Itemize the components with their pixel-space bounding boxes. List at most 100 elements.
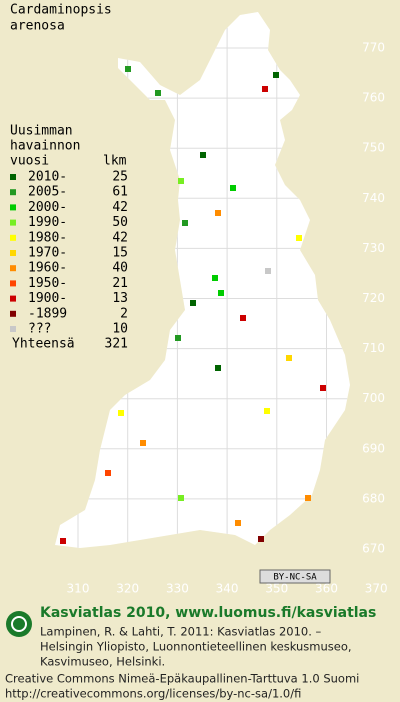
legend-count: 61 (112, 185, 128, 200)
y-tick-label: 740 (362, 191, 385, 205)
legend-swatch (10, 326, 16, 332)
legend: 2010- 25 2005- 61 2000- 42 1990- 50 1980- 42 1970-… (10, 170, 128, 352)
legend-count: 42 (112, 230, 128, 245)
y-tick-label: 690 (362, 441, 385, 455)
record-squares (60, 66, 326, 544)
x-tick-label: 340 (216, 582, 239, 596)
legend-swatch (10, 310, 16, 317)
legend-count: 21 (112, 276, 128, 291)
legend-swatch (10, 174, 16, 180)
legend-label: 2010- (28, 170, 67, 185)
legend-count: 15 (112, 246, 128, 261)
record-square (190, 300, 196, 306)
y-tick-label: 680 (362, 491, 385, 505)
record-square (200, 152, 206, 158)
y-tick-label: 730 (362, 241, 385, 255)
record-square (320, 385, 326, 391)
legend-label: 1950- (28, 276, 67, 291)
record-square (212, 275, 218, 281)
legend-label: 2000- (28, 200, 67, 215)
record-square (178, 495, 184, 501)
legend-count-heading: lkm (103, 154, 127, 169)
record-square (273, 72, 279, 78)
x-tick-label: 370 (365, 582, 388, 596)
legend-total-label: Yhteensä (12, 337, 75, 352)
legend-count: 2 (120, 306, 128, 321)
license-badge-text: BY-NC-SA (273, 573, 317, 583)
record-square (240, 315, 246, 321)
legend-heading: havainnon (10, 139, 80, 154)
species-title: arenosa (10, 19, 65, 34)
legend-swatch (10, 265, 16, 272)
record-square (258, 536, 264, 542)
logo-spiral-inner (11, 616, 27, 632)
legend-label: 1960- (28, 261, 67, 276)
record-square (296, 235, 302, 241)
legend-count: 13 (112, 291, 128, 306)
y-tick-label: 760 (362, 91, 385, 105)
record-square (264, 408, 270, 414)
legend-label: 2005- (28, 185, 67, 200)
record-square (230, 185, 236, 191)
record-square (105, 470, 111, 476)
x-tick-label: 360 (315, 582, 338, 596)
y-tick-label: 710 (362, 341, 385, 355)
logo-spiral (6, 611, 32, 637)
record-square (60, 538, 66, 544)
citation: Kasvimuseo, Helsinki. (40, 655, 165, 669)
logo (6, 611, 32, 637)
species-title: Cardaminopsis (10, 3, 112, 18)
y-tick-label: 770 (362, 41, 385, 55)
record-square (305, 495, 311, 501)
record-square (262, 86, 268, 92)
citation: Helsingin Yliopisto, Luonnontieteellinen… (40, 640, 352, 654)
legend-label: 1900- (28, 291, 67, 306)
legend-swatch (10, 219, 16, 226)
legend-swatch (10, 204, 16, 211)
coordinate-ticks: 770 760 750 740 730 720 710 700 690 680 670 310 320 3… (67, 41, 388, 596)
x-tick-label: 350 (265, 582, 288, 596)
y-tick-label: 720 (362, 291, 385, 305)
legend-swatch (10, 250, 16, 256)
legend-swatch (10, 280, 16, 287)
license-text: Creative Commons Nimeä-Epäkaupallinen-Ta… (5, 672, 359, 686)
record-square (175, 335, 181, 341)
legend-count: 42 (112, 200, 128, 215)
legend-label: 1990- (28, 215, 67, 230)
legend-heading: Uusimman (10, 124, 73, 139)
license-url: http://creativecommons.org/licenses/by-n… (5, 687, 301, 701)
y-tick-label: 750 (362, 141, 385, 155)
finland-outline (55, 12, 350, 548)
legend-count: 10 (112, 322, 128, 337)
record-square (140, 440, 146, 446)
license-badge (259, 569, 331, 584)
x-tick-label: 320 (116, 582, 139, 596)
record-square (215, 365, 221, 371)
x-tick-label: 330 (166, 582, 189, 596)
record-square (235, 520, 241, 526)
legend-swatch (10, 234, 16, 241)
record-square (182, 220, 188, 226)
y-tick-label: 670 (362, 542, 385, 556)
legend-swatch (10, 295, 16, 302)
legend-count: 50 (112, 215, 128, 230)
record-square (178, 178, 184, 184)
record-square (155, 90, 161, 96)
record-square (215, 210, 221, 216)
legend-label: 1980- (28, 230, 67, 245)
y-tick-label: 700 (362, 391, 385, 405)
record-square (218, 290, 224, 296)
citation: Lampinen, R. & Lahti, T. 2011: Kasviatla… (40, 625, 322, 639)
legend-total: 321 (105, 337, 128, 352)
legend-label: ??? (28, 322, 51, 337)
brand: Kasviatlas 2010, www.luomus.fi/kasviatla… (40, 605, 376, 621)
record-square (118, 410, 124, 416)
record-square (286, 355, 292, 361)
legend-label: -1899 (28, 306, 67, 321)
record-square (125, 66, 131, 72)
legend-swatch (10, 189, 16, 196)
record-square (265, 268, 271, 274)
legend-label: 1970- (28, 246, 67, 261)
x-tick-label: 310 (67, 582, 90, 596)
